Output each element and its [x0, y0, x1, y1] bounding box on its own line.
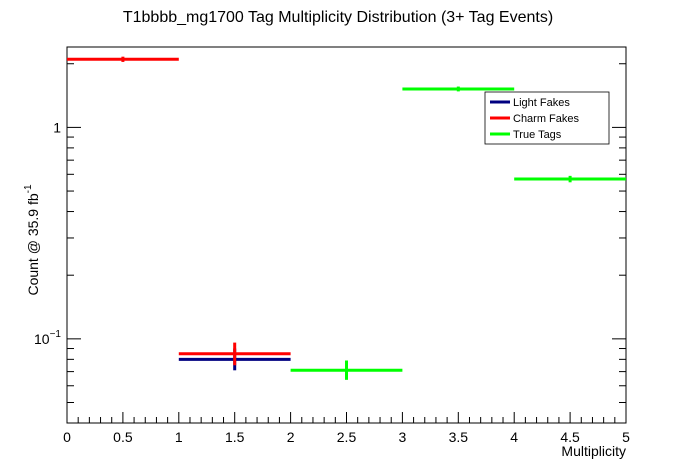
legend-label-light-fakes: Light Fakes	[513, 97, 570, 109]
data-point-true-tags	[402, 86, 515, 92]
x-tick-label: 4.5	[560, 429, 580, 445]
x-tick-label: 1.5	[225, 429, 245, 445]
x-tick-label: 3	[399, 429, 407, 445]
x-tick-label: 0	[63, 429, 71, 445]
x-tick-label: 2	[287, 429, 295, 445]
x-axis-label: Multiplicity	[561, 443, 626, 459]
y-axis-label-main: Count @ 35.9 fb	[25, 193, 41, 295]
x-tick-label: 2.5	[337, 429, 357, 445]
x-tick-label: 4	[510, 429, 518, 445]
y-tick-label: 10−1	[34, 329, 61, 347]
x-tick-label: 0.5	[113, 429, 133, 445]
data-point-charm-fakes	[67, 56, 179, 62]
legend: Light Fakes Charm Fakes True Tags	[484, 91, 610, 145]
legend-label-charm-fakes: Charm Fakes	[513, 113, 580, 125]
x-tick-label: 3.5	[449, 429, 469, 445]
legend-label-true-tags: True Tags	[513, 129, 562, 141]
chart-title: T1bbbb_mg1700 Tag Multiplicity Distribut…	[123, 9, 553, 26]
data-point-true-tags	[290, 360, 403, 380]
x-tick-label: 5	[622, 429, 630, 445]
x-tick-label: 1	[175, 429, 183, 445]
data-point-charm-fakes	[178, 342, 291, 366]
y-tick-label: 1	[53, 119, 61, 135]
data-series	[67, 56, 626, 380]
x-axis: 0 0.5 1 1.5 2 2.5 3 3.5 4 4.5 5	[63, 412, 630, 445]
y-axis-label-sup: -1	[23, 184, 34, 193]
y-axis-label: Count @ 35.9 fb-1	[23, 184, 41, 296]
data-point-true-tags	[514, 175, 626, 183]
y-axis: 1 10−1	[34, 63, 626, 424]
